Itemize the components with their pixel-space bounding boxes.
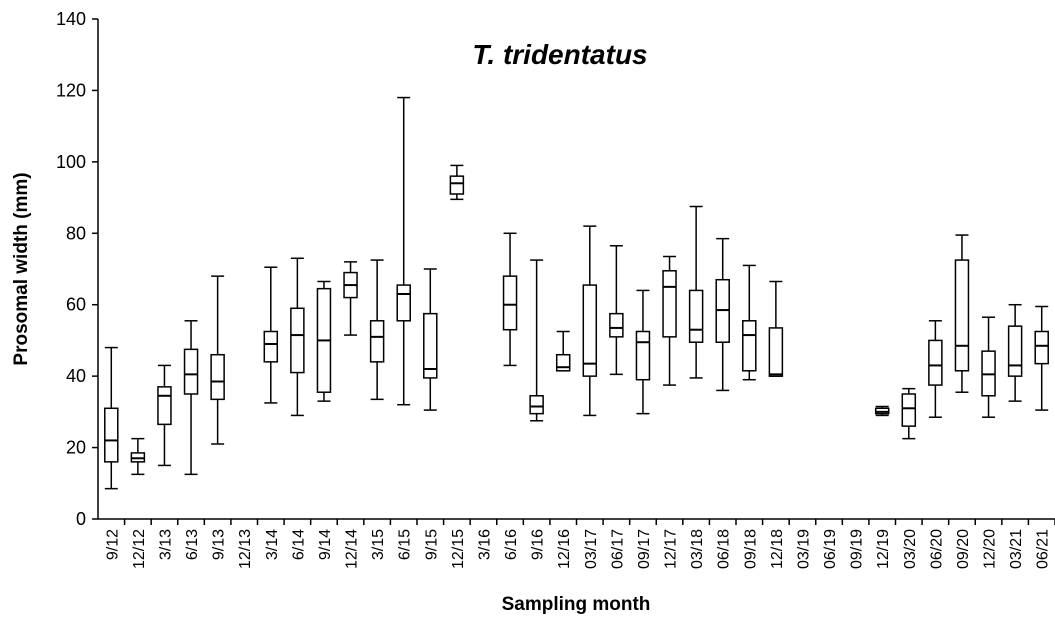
box [290,307,305,374]
x-tick-label: 09/19 [849,529,866,569]
box [1007,325,1023,377]
x-tick-label: 09/20 [955,529,972,569]
x-tick-label: 9/16 [530,529,547,560]
box [635,330,651,381]
x-tick-label: 12/18 [769,529,786,569]
x-tick-label: 9/12 [104,529,121,560]
x-tick-label: 12/19 [875,529,892,569]
y-tick-label: 40 [66,366,86,386]
box [609,312,624,338]
y-tick-label: 20 [66,438,86,458]
x-tick-label: 6/13 [184,529,201,560]
box [183,348,199,395]
y-tick-label: 100 [56,152,86,172]
x-tick-label: 06/17 [609,529,626,569]
x-tick-label: 6/15 [397,529,414,560]
x-tick-label: 03/19 [795,529,812,569]
box [263,330,279,363]
box [1034,330,1049,365]
x-tick-label: 3/15 [370,529,387,560]
x-tick-label: 03/17 [583,529,600,569]
x-tick-label: 03/18 [689,529,706,569]
box [768,327,784,377]
x-tick-label: 3/14 [264,529,281,560]
box [423,312,438,379]
box [449,175,465,195]
x-tick-label: 09/17 [636,529,653,569]
x-tick-label: 09/18 [742,529,759,569]
box [104,407,119,463]
box [210,353,225,401]
x-tick-label: 12/15 [450,529,467,569]
y-tick-label: 140 [56,9,86,29]
x-tick-label: 12/14 [344,529,361,569]
x-axis-label: Sampling month [502,594,651,615]
box [928,339,943,386]
box [582,284,598,377]
box [369,320,385,363]
box [157,386,172,426]
x-tick-label: 12/20 [982,529,999,569]
x-tick-label: 06/19 [822,529,839,569]
x-tick-label: 6/14 [290,529,307,560]
box [901,393,917,427]
y-axis-label: Prosomal width (mm) [11,172,32,365]
box [529,395,544,415]
x-tick-label: 03/20 [902,529,919,569]
x-tick-label: 3/16 [476,529,493,560]
y-tick-label: 60 [66,295,86,315]
y-tick-label: 80 [66,223,86,243]
x-tick-label: 12/13 [237,529,254,569]
x-tick-label: 9/14 [317,529,334,560]
box [688,289,704,343]
x-tick-label: 06/21 [1035,529,1052,569]
chart-title: T. tridentatus [472,39,647,70]
box [742,320,757,372]
x-tick-label: 06/20 [928,529,945,569]
x-tick-label: 03/21 [1008,529,1025,569]
box [555,353,571,372]
box [502,275,518,331]
x-tick-label: 12/12 [131,529,148,569]
x-tick-label: 12/16 [556,529,573,569]
x-tick-label: 9/13 [211,529,228,560]
box [662,270,677,338]
y-tick-label: 120 [56,80,86,100]
x-tick-label: 3/13 [157,529,174,560]
x-tick-label: 6/16 [503,529,520,560]
x-tick-label: 06/18 [716,529,733,569]
box [954,259,970,372]
x-tick-label: 9/15 [423,529,440,560]
y-tick-label: 0 [76,509,86,529]
box [396,284,411,322]
x-tick-label: 12/17 [663,529,680,569]
